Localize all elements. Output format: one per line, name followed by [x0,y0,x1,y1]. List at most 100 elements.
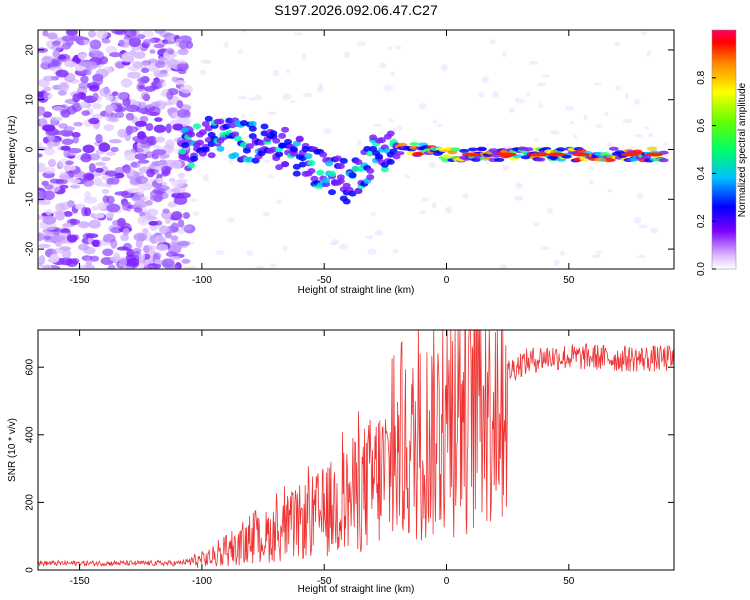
heat-cell [237,95,247,100]
heat-cell [130,161,141,169]
heat-cell [39,117,48,127]
heat-cell [101,39,111,44]
heat-cell [143,264,156,269]
heat-cell [523,147,534,152]
heat-cell [137,159,150,164]
heat-cell [141,182,153,191]
heat-cell [117,217,126,228]
heat-cell [204,115,213,122]
heat-cell [658,158,669,163]
heat-cell [84,191,91,199]
heat-cell [514,96,520,103]
heat-cell [82,144,95,154]
heat-cell [418,102,427,110]
heat-cell [105,151,116,156]
heat-cell [70,184,81,189]
heat-cell [336,174,345,181]
heat-cell [91,239,100,248]
heat-cell [88,219,101,229]
heat-cell [55,69,69,78]
heat-cell [47,158,57,168]
heat-cell [44,147,55,156]
heat-cell [228,158,234,165]
heat-cell [302,92,312,98]
heat-cell [51,248,64,254]
heat-cell [281,126,290,133]
heat-cell [179,84,194,94]
heat-cell [153,124,167,134]
heat-cell [620,152,639,157]
heat-cell [269,130,278,137]
heat-cell [143,245,150,254]
heat-cell [604,111,609,116]
heat-cell [200,59,211,65]
heat-cell [594,124,604,128]
heat-cell [564,105,575,111]
heat-cell [185,41,194,49]
heat-cell [282,93,292,101]
heat-cell [646,146,657,151]
heat-cell [339,243,348,250]
heat-cell [92,73,104,82]
heat-cell [282,245,288,252]
heat-cell [43,86,52,92]
heat-cell [163,159,178,168]
heat-cell [122,164,132,174]
heat-cell [170,187,181,194]
heat-cell [75,65,86,72]
heat-cell [165,123,172,134]
heat-cell [171,76,179,83]
heat-cell [109,52,122,58]
heat-cell [69,218,77,226]
heat-cell [177,48,189,56]
heat-cell [289,146,298,153]
heat-cell [38,146,48,151]
heat-cell [378,62,387,69]
heat-cell [374,153,383,160]
heat-cell [89,39,102,50]
y-tick-label: 10 [25,94,36,106]
heat-cell [47,32,58,40]
heat-cell [115,111,125,119]
heat-cell [183,265,194,269]
heat-cell [388,118,394,123]
heat-cell [255,265,265,269]
heat-cell [154,60,166,69]
heat-cell [484,159,490,165]
heat-cell [262,212,270,217]
heat-cell [138,215,148,224]
colorbar-tick-label: 0.2 [696,214,707,228]
heat-cell [91,205,99,211]
heat-cell [535,157,546,162]
heat-cell [51,44,63,52]
heat-cell [459,148,470,153]
y-tick-label: 200 [25,494,36,511]
heat-cell [490,39,496,45]
heat-cell [272,137,281,144]
heat-cell [42,30,49,37]
heat-cell [607,188,612,193]
heat-cell [248,125,257,132]
heat-cell [276,199,283,205]
heat-cell [41,264,53,269]
heat-cell [629,146,635,150]
heat-cell [267,174,274,179]
heat-cell [199,69,207,76]
heat-cell [99,241,112,246]
heat-cell [81,110,91,116]
heat-cell [60,129,74,137]
heat-cell [182,212,191,219]
heat-cell [52,116,63,122]
heat-cell [42,111,53,118]
heat-cell [348,190,357,197]
heat-cell [51,234,66,242]
heat-cell [538,102,543,109]
heat-cell [111,30,125,35]
heat-cell [57,54,67,60]
heat-cell [541,246,551,250]
heat-cell [650,227,659,234]
heat-cell [108,139,122,144]
heat-cell [192,210,200,217]
heat-cell [432,119,438,124]
heat-cell [189,198,198,202]
